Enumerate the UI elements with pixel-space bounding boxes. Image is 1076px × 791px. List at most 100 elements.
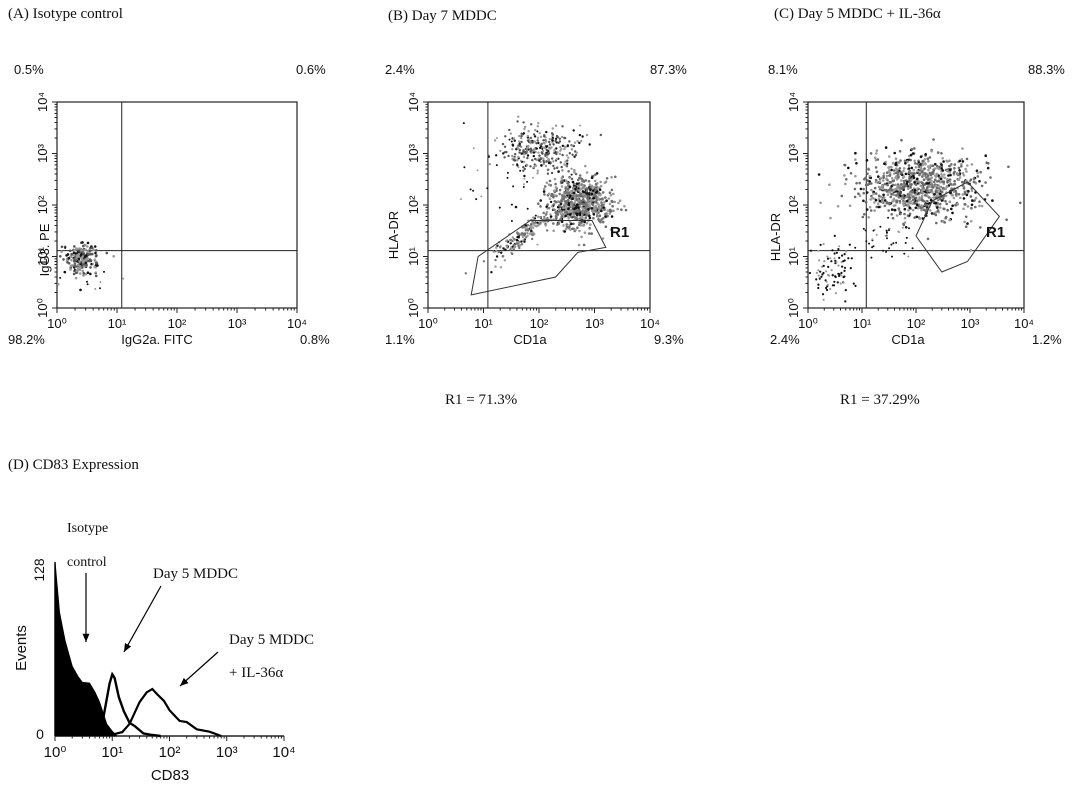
event-dot [961, 171, 965, 175]
event-dot [948, 218, 951, 222]
event-dot [841, 265, 844, 268]
event-dot [898, 150, 902, 153]
event-dot [64, 247, 67, 249]
event-dot [945, 185, 949, 188]
event-dot [980, 204, 984, 208]
event-dot [843, 269, 846, 272]
event-dot [901, 187, 904, 190]
event-dot [823, 260, 826, 263]
event-dot [526, 139, 530, 142]
event-dot [922, 188, 926, 191]
y-min-tick: 0 [36, 726, 44, 742]
event-dot [511, 154, 514, 158]
event-dot [900, 179, 903, 182]
event-dot [924, 153, 927, 156]
event-dot [861, 215, 865, 219]
event-dot [529, 232, 532, 235]
event-dot [567, 203, 571, 207]
event-dot [510, 203, 513, 206]
event-dot [890, 185, 893, 188]
event-dot [552, 222, 555, 225]
event-dot [534, 221, 537, 224]
event-dot [581, 184, 585, 187]
event-dot [75, 271, 78, 274]
event-dot [909, 192, 912, 195]
event-dot [879, 176, 883, 180]
y-axis-label: HLA-DR [386, 211, 401, 259]
event-dot [923, 171, 926, 175]
event-dot [594, 201, 597, 204]
event-dot [953, 179, 956, 183]
event-dot [510, 220, 513, 222]
event-dot [89, 266, 92, 269]
y-tick-label: 10¹ [786, 246, 801, 265]
event-dot [966, 222, 969, 225]
event-dot [917, 180, 920, 183]
y-tick-label: 10² [786, 195, 801, 214]
event-dot [837, 272, 840, 275]
event-dot [901, 226, 904, 229]
event-dot [541, 149, 545, 153]
event-dot [611, 209, 615, 213]
event-dot [565, 190, 568, 194]
event-dot [532, 165, 536, 169]
event-dot [866, 179, 869, 182]
event-dot [930, 179, 933, 182]
event-dot [974, 196, 978, 200]
event-dot [588, 214, 591, 218]
histogram-isotype-control [54, 561, 118, 737]
event-dot [90, 246, 94, 250]
event-dot [495, 154, 498, 157]
event-dot [520, 232, 524, 235]
event-dot [505, 240, 508, 243]
event-dot [566, 214, 570, 218]
event-dot [561, 169, 564, 172]
event-dot [543, 217, 546, 220]
event-dot [886, 201, 890, 205]
event-dot [88, 249, 92, 253]
event-dot [536, 125, 539, 128]
event-dot [581, 202, 585, 206]
event-dot [937, 179, 941, 182]
event-dot [865, 191, 869, 194]
event-dot [580, 221, 583, 224]
event-dot [970, 206, 973, 210]
event-dot [875, 152, 878, 155]
event-dot [563, 147, 566, 151]
event-dot [559, 161, 562, 164]
event-dot [582, 243, 586, 247]
event-dot [877, 205, 881, 209]
event-dot [932, 169, 935, 172]
quadrant-ll-label: 2.4% [770, 332, 800, 347]
event-dot [501, 255, 504, 258]
event-dot [961, 160, 965, 163]
event-dot [534, 164, 538, 167]
event-dot [883, 182, 887, 186]
event-dot [935, 190, 938, 194]
event-dot [834, 292, 837, 295]
event-dot [864, 229, 867, 232]
event-dot [535, 142, 538, 145]
event-dot [958, 169, 961, 172]
event-dot [822, 264, 825, 267]
event-dot [513, 157, 516, 160]
event-dot [516, 120, 519, 123]
event-dot [597, 207, 601, 210]
event-dot [912, 168, 915, 172]
event-dot [825, 280, 828, 283]
event-dot [565, 225, 569, 229]
event-dot [597, 186, 600, 190]
event-dot [989, 176, 992, 179]
event-dot [936, 151, 940, 154]
event-dot [808, 271, 811, 275]
event-dot [840, 271, 843, 274]
event-dot [576, 203, 579, 206]
event-dot [532, 231, 535, 234]
event-dot [559, 217, 563, 221]
event-dot [947, 174, 950, 177]
event-dot [493, 139, 497, 142]
event-dot [897, 161, 900, 164]
event-dot [77, 263, 80, 267]
event-dot [561, 153, 564, 157]
event-dot [817, 286, 820, 290]
